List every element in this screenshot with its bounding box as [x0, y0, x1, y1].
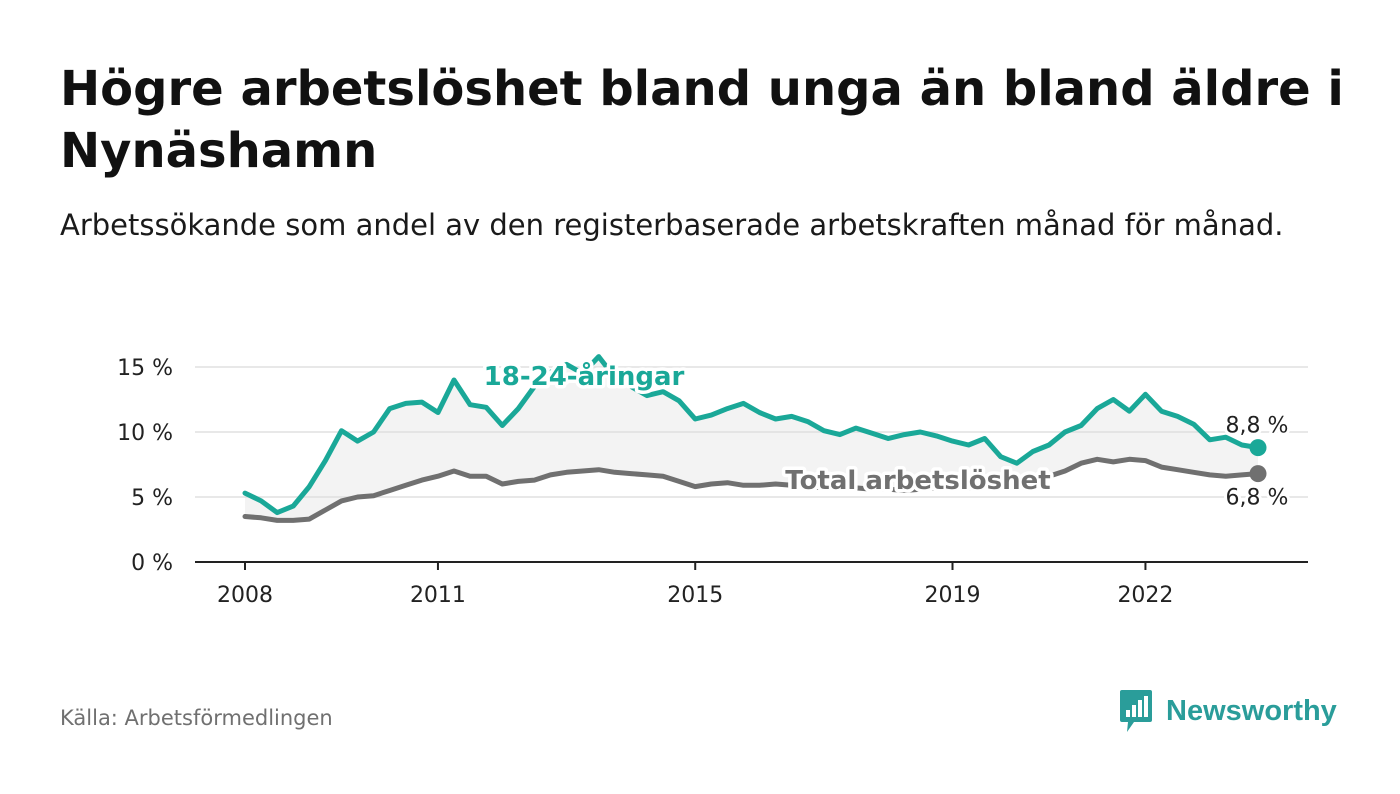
brand-logo: Newsworthy [1118, 688, 1337, 734]
x-tick-label: 2022 [1117, 583, 1173, 608]
x-tick-label: 2008 [217, 583, 273, 608]
youth-series-label: 18-24-åringar [484, 360, 685, 392]
chart-subtitle: Arbetssökande som andel av den registerb… [60, 208, 1284, 242]
bar-chart-icon [1120, 690, 1152, 732]
gap-band [245, 356, 1258, 521]
youth-end-label: 8,8 % [1226, 414, 1289, 439]
y-tick-label: 10 % [117, 421, 173, 446]
x-tick-label: 2011 [410, 583, 466, 608]
total-end-label: 6,8 % [1226, 486, 1289, 511]
y-tick-label: 15 % [117, 356, 173, 381]
chart-title: Högre arbetslöshet bland unga än bland ä… [60, 61, 1344, 179]
x-tick-label: 2019 [924, 583, 980, 608]
youth-series-line [242, 354, 1261, 516]
source-note: Källa: Arbetsförmedlingen [60, 706, 333, 730]
total-end-marker [1249, 465, 1267, 483]
y-tick-label: 0 % [131, 551, 173, 576]
brand-name: Newsworthy [1166, 694, 1337, 727]
total-series-line [242, 456, 1261, 523]
line-chart: 0 % 5 % 10 % 15 % 2008 2011 2015 2019 2022 18-24… [117, 354, 1308, 608]
x-tick-label: 2015 [667, 583, 723, 608]
total-series-label: Total arbetslöshet [785, 466, 1050, 496]
y-tick-label: 5 % [131, 486, 173, 511]
youth-end-marker [1249, 439, 1267, 457]
